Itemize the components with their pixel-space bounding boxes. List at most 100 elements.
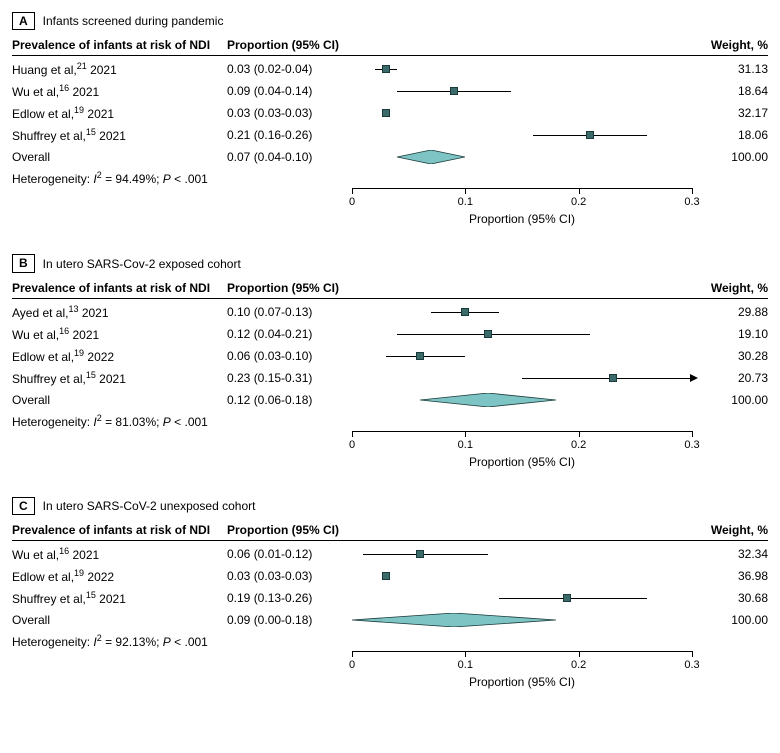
study-row: Ayed et al,13 20210.10 (0.07-0.13)29.88 (12, 301, 768, 323)
header-study: Prevalence of infants at risk of NDI (12, 281, 227, 295)
ci-line (499, 598, 646, 599)
header-proportion: Proportion (95% CI) (227, 281, 352, 295)
study-label: Overall (12, 393, 227, 407)
axis-tick (692, 651, 693, 657)
axis-tick (579, 188, 580, 194)
ci-line (363, 554, 488, 555)
axis-line (352, 188, 692, 189)
forest-plot-row (352, 80, 698, 102)
header-plot (352, 281, 698, 295)
axis-tick-label: 0.3 (684, 196, 699, 208)
panel-desc: In utero SARS-CoV-2 unexposed cohort (43, 499, 256, 513)
axis-title: Proportion (95% CI) (469, 455, 575, 469)
axis-title: Proportion (95% CI) (469, 212, 575, 226)
axis-tick (579, 431, 580, 437)
proportion-value: 0.12 (0.04-0.21) (227, 327, 352, 341)
axis-tick (579, 651, 580, 657)
study-row: Wu et al,16 20210.09 (0.04-0.14)18.64 (12, 80, 768, 102)
axis-tick-label: 0 (349, 196, 355, 208)
forest-plot-row (352, 345, 698, 367)
overall-diamond (352, 613, 556, 627)
weight-value: 100.00 (698, 393, 768, 407)
study-label: Ayed et al,13 2021 (12, 304, 227, 320)
column-headers: Prevalence of infants at risk of NDIProp… (12, 281, 768, 299)
proportion-value: 0.03 (0.03-0.03) (227, 106, 352, 120)
panel-letter: C (12, 497, 35, 515)
forest-plot-row (352, 587, 698, 609)
proportion-value: 0.23 (0.15-0.31) (227, 371, 352, 385)
point-marker (484, 330, 492, 338)
axis-tick-label: 0.3 (684, 659, 699, 671)
overall-row: Overall0.12 (0.06-0.18) 100.00 (12, 389, 768, 411)
weight-value: 19.10 (698, 327, 768, 341)
point-marker (382, 109, 390, 117)
point-marker (563, 594, 571, 602)
overall-row: Overall0.09 (0.00-0.18)100.00 (12, 609, 768, 631)
axis-tick-label: 0.1 (458, 439, 473, 451)
proportion-value: 0.21 (0.16-0.26) (227, 128, 352, 142)
study-label: Overall (12, 613, 227, 627)
proportion-value: 0.03 (0.02-0.04) (227, 62, 352, 76)
panel-letter: A (12, 12, 35, 30)
weight-value: 30.28 (698, 349, 768, 363)
axis: 00.10.20.3Proportion (95% CI) (12, 651, 768, 695)
study-row: Shuffrey et al,15 20210.19 (0.13-0.26)30… (12, 587, 768, 609)
heterogeneity-text: Heterogeneity: I2 = 92.13%; P < .001 (12, 633, 768, 649)
study-row: Shuffrey et al,15 20210.23 (0.15-0.31)20… (12, 367, 768, 389)
heterogeneity-text: Heterogeneity: I2 = 81.03%; P < .001 (12, 413, 768, 429)
point-marker (586, 131, 594, 139)
axis-tick (352, 188, 353, 194)
proportion-value: 0.06 (0.03-0.10) (227, 349, 352, 363)
proportion-value: 0.10 (0.07-0.13) (227, 305, 352, 319)
header-plot (352, 38, 698, 52)
weight-value: 30.68 (698, 591, 768, 605)
weight-value: 36.98 (698, 569, 768, 583)
axis-tick (352, 651, 353, 657)
weight-value: 18.06 (698, 128, 768, 142)
axis-line (352, 431, 692, 432)
study-label: Overall (12, 150, 227, 164)
overall-row: Overall0.07 (0.04-0.10) 100.00 (12, 146, 768, 168)
ci-line (522, 378, 692, 379)
study-label: Edlow et al,19 2022 (12, 348, 227, 364)
forest-plot-row (352, 102, 698, 124)
axis-tick (692, 188, 693, 194)
weight-value: 100.00 (698, 150, 768, 164)
axis-tick (465, 651, 466, 657)
forest-plot-row (352, 58, 698, 80)
forest-plot-row (352, 124, 698, 146)
study-row: Shuffrey et al,15 20210.21 (0.16-0.26) 18… (12, 124, 768, 146)
panel-letter: B (12, 254, 35, 272)
header-plot (352, 523, 698, 537)
study-row: Wu et al,16 20210.06 (0.01-0.12)32.34 (12, 543, 768, 565)
proportion-value: 0.09 (0.04-0.14) (227, 84, 352, 98)
axis: 0 0.1 0.2 0.3 Proportion (95% CI) (12, 188, 768, 232)
axis-tick-label: 0 (349, 659, 355, 671)
weight-value: 20.73 (698, 371, 768, 385)
proportion-value: 0.07 (0.04-0.10) (227, 150, 352, 164)
weight-value: 32.34 (698, 547, 768, 561)
panel-desc: Infants screened during pandemic (43, 14, 224, 28)
study-row: Wu et al,16 20210.12 (0.04-0.21)19.10 (12, 323, 768, 345)
axis: 00.10.20.3Proportion (95% CI) (12, 431, 768, 475)
axis-tick-label: 0.2 (571, 659, 586, 671)
study-label: Shuffrey et al,15 2021 (12, 590, 227, 606)
axis-tick-label: 0.1 (458, 196, 473, 208)
header-weight: Weight, % (698, 38, 768, 52)
study-label: Huang et al,21 2021 (12, 61, 227, 77)
panel-desc: In utero SARS-Cov-2 exposed cohort (43, 257, 241, 271)
panel-title: B In utero SARS-Cov-2 exposed cohort (12, 254, 768, 272)
weight-value: 31.13 (698, 62, 768, 76)
proportion-value: 0.12 (0.06-0.18) (227, 393, 352, 407)
header-weight: Weight, % (698, 523, 768, 537)
axis-tick-label: 0.2 (571, 196, 586, 208)
forest-plot-row (352, 146, 698, 168)
study-label: Shuffrey et al,15 2021 (12, 127, 227, 143)
header-weight: Weight, % (698, 281, 768, 295)
proportion-value: 0.03 (0.03-0.03) (227, 569, 352, 583)
study-row: Edlow et al,19 20220.06 (0.03-0.10) 30.28 (12, 345, 768, 367)
ci-line (397, 334, 590, 335)
point-marker (461, 308, 469, 316)
axis-tick-label: 0.1 (458, 659, 473, 671)
forest-panel: AInfants screened during pandemicPrevale… (12, 12, 768, 232)
